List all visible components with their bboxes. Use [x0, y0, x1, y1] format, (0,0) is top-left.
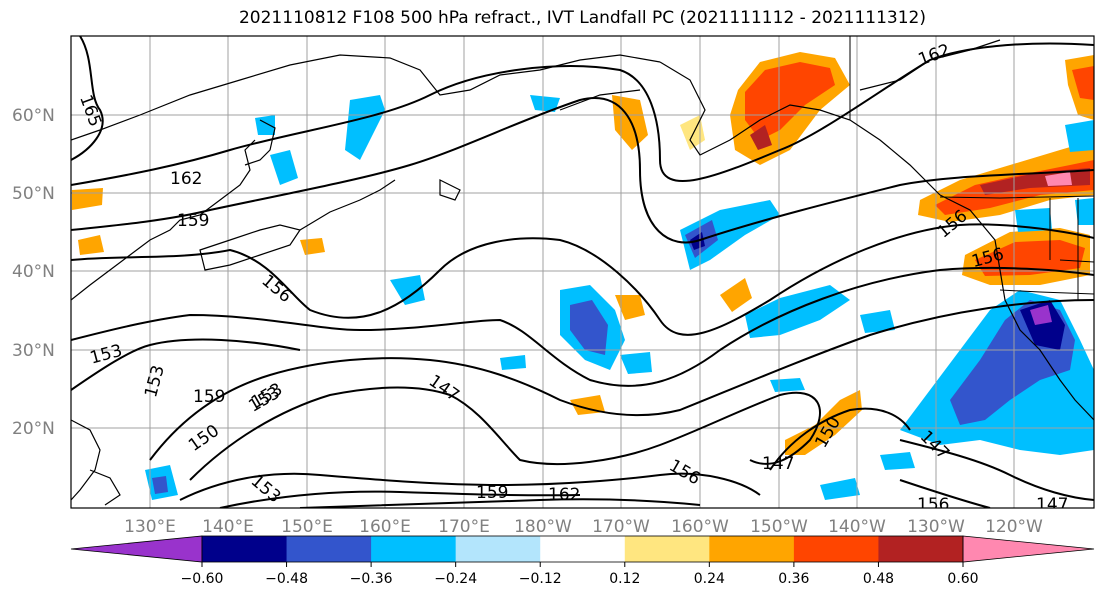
contour-label: 147: [1036, 495, 1068, 515]
political-borders: [849, 36, 1094, 300]
contour-label: 159: [177, 211, 209, 231]
lon-label: 130°W: [907, 517, 965, 537]
contour-label: 156: [917, 495, 949, 515]
contour-label: 159: [193, 387, 225, 407]
colorbar-segment: [709, 536, 795, 562]
lat-label: 60°N: [12, 106, 55, 126]
contour-label: 159: [476, 483, 508, 503]
lon-label: 170°W: [592, 517, 650, 537]
colorbar-tick-label: −0.36: [350, 571, 393, 587]
lon-label: 160°E: [359, 517, 411, 537]
contour-153: [71, 266, 1094, 387]
colorbar-tick-label: 0.36: [778, 571, 809, 587]
colorbar-segment: [878, 536, 964, 562]
colorbar-tick-label: −0.12: [519, 571, 562, 587]
colorbar-tick-label: 0.60: [947, 571, 978, 587]
lat-label: 30°N: [12, 341, 55, 361]
colorbar-segment: [202, 536, 288, 562]
colorbar-tick-label: −0.60: [181, 571, 224, 587]
contour-label: 162: [548, 485, 580, 505]
contour-150: [149, 299, 1094, 461]
colorbar-tick-label: −0.24: [434, 571, 477, 587]
latitude-labels: 60°N 50°N 40°N 30°N 20°N: [12, 106, 55, 439]
colorbar-ticks: −0.60 −0.48 −0.36 −0.24 −0.12 0.12 0.24 0.36 0.4…: [181, 562, 979, 587]
contour-162: [71, 42, 1094, 186]
lon-label: 170°E: [438, 517, 490, 537]
colorbar-segment: [540, 536, 626, 562]
cool-region-central: [680, 200, 780, 270]
colorbar-segment: [793, 536, 879, 562]
lon-label: 180°W: [514, 517, 572, 537]
lat-label: 40°N: [12, 262, 55, 282]
colorbar-segment: [286, 536, 372, 562]
warm-region-alaska-core: [745, 62, 835, 140]
gridlines: [71, 36, 1094, 508]
contour-153b: [71, 338, 301, 391]
lon-label: 140°E: [202, 517, 254, 537]
lat-label: 20°N: [12, 419, 55, 439]
contour-147b: [899, 439, 1094, 501]
lon-label: 140°W: [828, 517, 886, 537]
contour-159: [71, 97, 1094, 244]
colorbar-tick-label: 0.48: [863, 571, 894, 587]
contour-162b: [299, 498, 701, 508]
colorbar-segment: [371, 536, 457, 562]
map-frame: [70, 35, 1095, 509]
contour-label: 147: [762, 454, 794, 474]
colorbar-outline: [201, 535, 964, 563]
map-title: 2021110812 F108 500 hPa refract., IVT La…: [238, 8, 926, 28]
colorbar-segment: [455, 536, 541, 562]
lon-label: 120°W: [985, 517, 1043, 537]
colorbar-max-arrow: [962, 535, 1095, 563]
lat-label: 50°N: [12, 184, 55, 204]
colorbar-segment: [624, 536, 710, 562]
contour-159b: [219, 490, 581, 508]
contour-147: [189, 386, 821, 481]
contour-156b: [179, 472, 761, 501]
colorbar-tick-label: 0.24: [694, 571, 725, 587]
contour-165: [71, 36, 104, 161]
colorbar-min-arrow: [70, 535, 203, 563]
lon-label: 150°E: [281, 517, 333, 537]
contour-156: [71, 223, 1094, 336]
colorbar-tick-label: −0.48: [265, 571, 308, 587]
contour-label: 162: [170, 169, 202, 189]
lon-label: 130°E: [124, 517, 176, 537]
contour-150b: [769, 407, 911, 471]
colorbar: [70, 535, 1095, 563]
contour-156c: [899, 479, 991, 508]
lon-label: 150°W: [750, 517, 808, 537]
lon-label: 160°W: [671, 517, 729, 537]
longitude-labels: 130°E 140°E 150°E 160°E 170°E 180°W 170°…: [124, 517, 1043, 537]
colorbar-tick-label: 0.12: [609, 571, 640, 587]
height-contours: [71, 36, 1094, 508]
